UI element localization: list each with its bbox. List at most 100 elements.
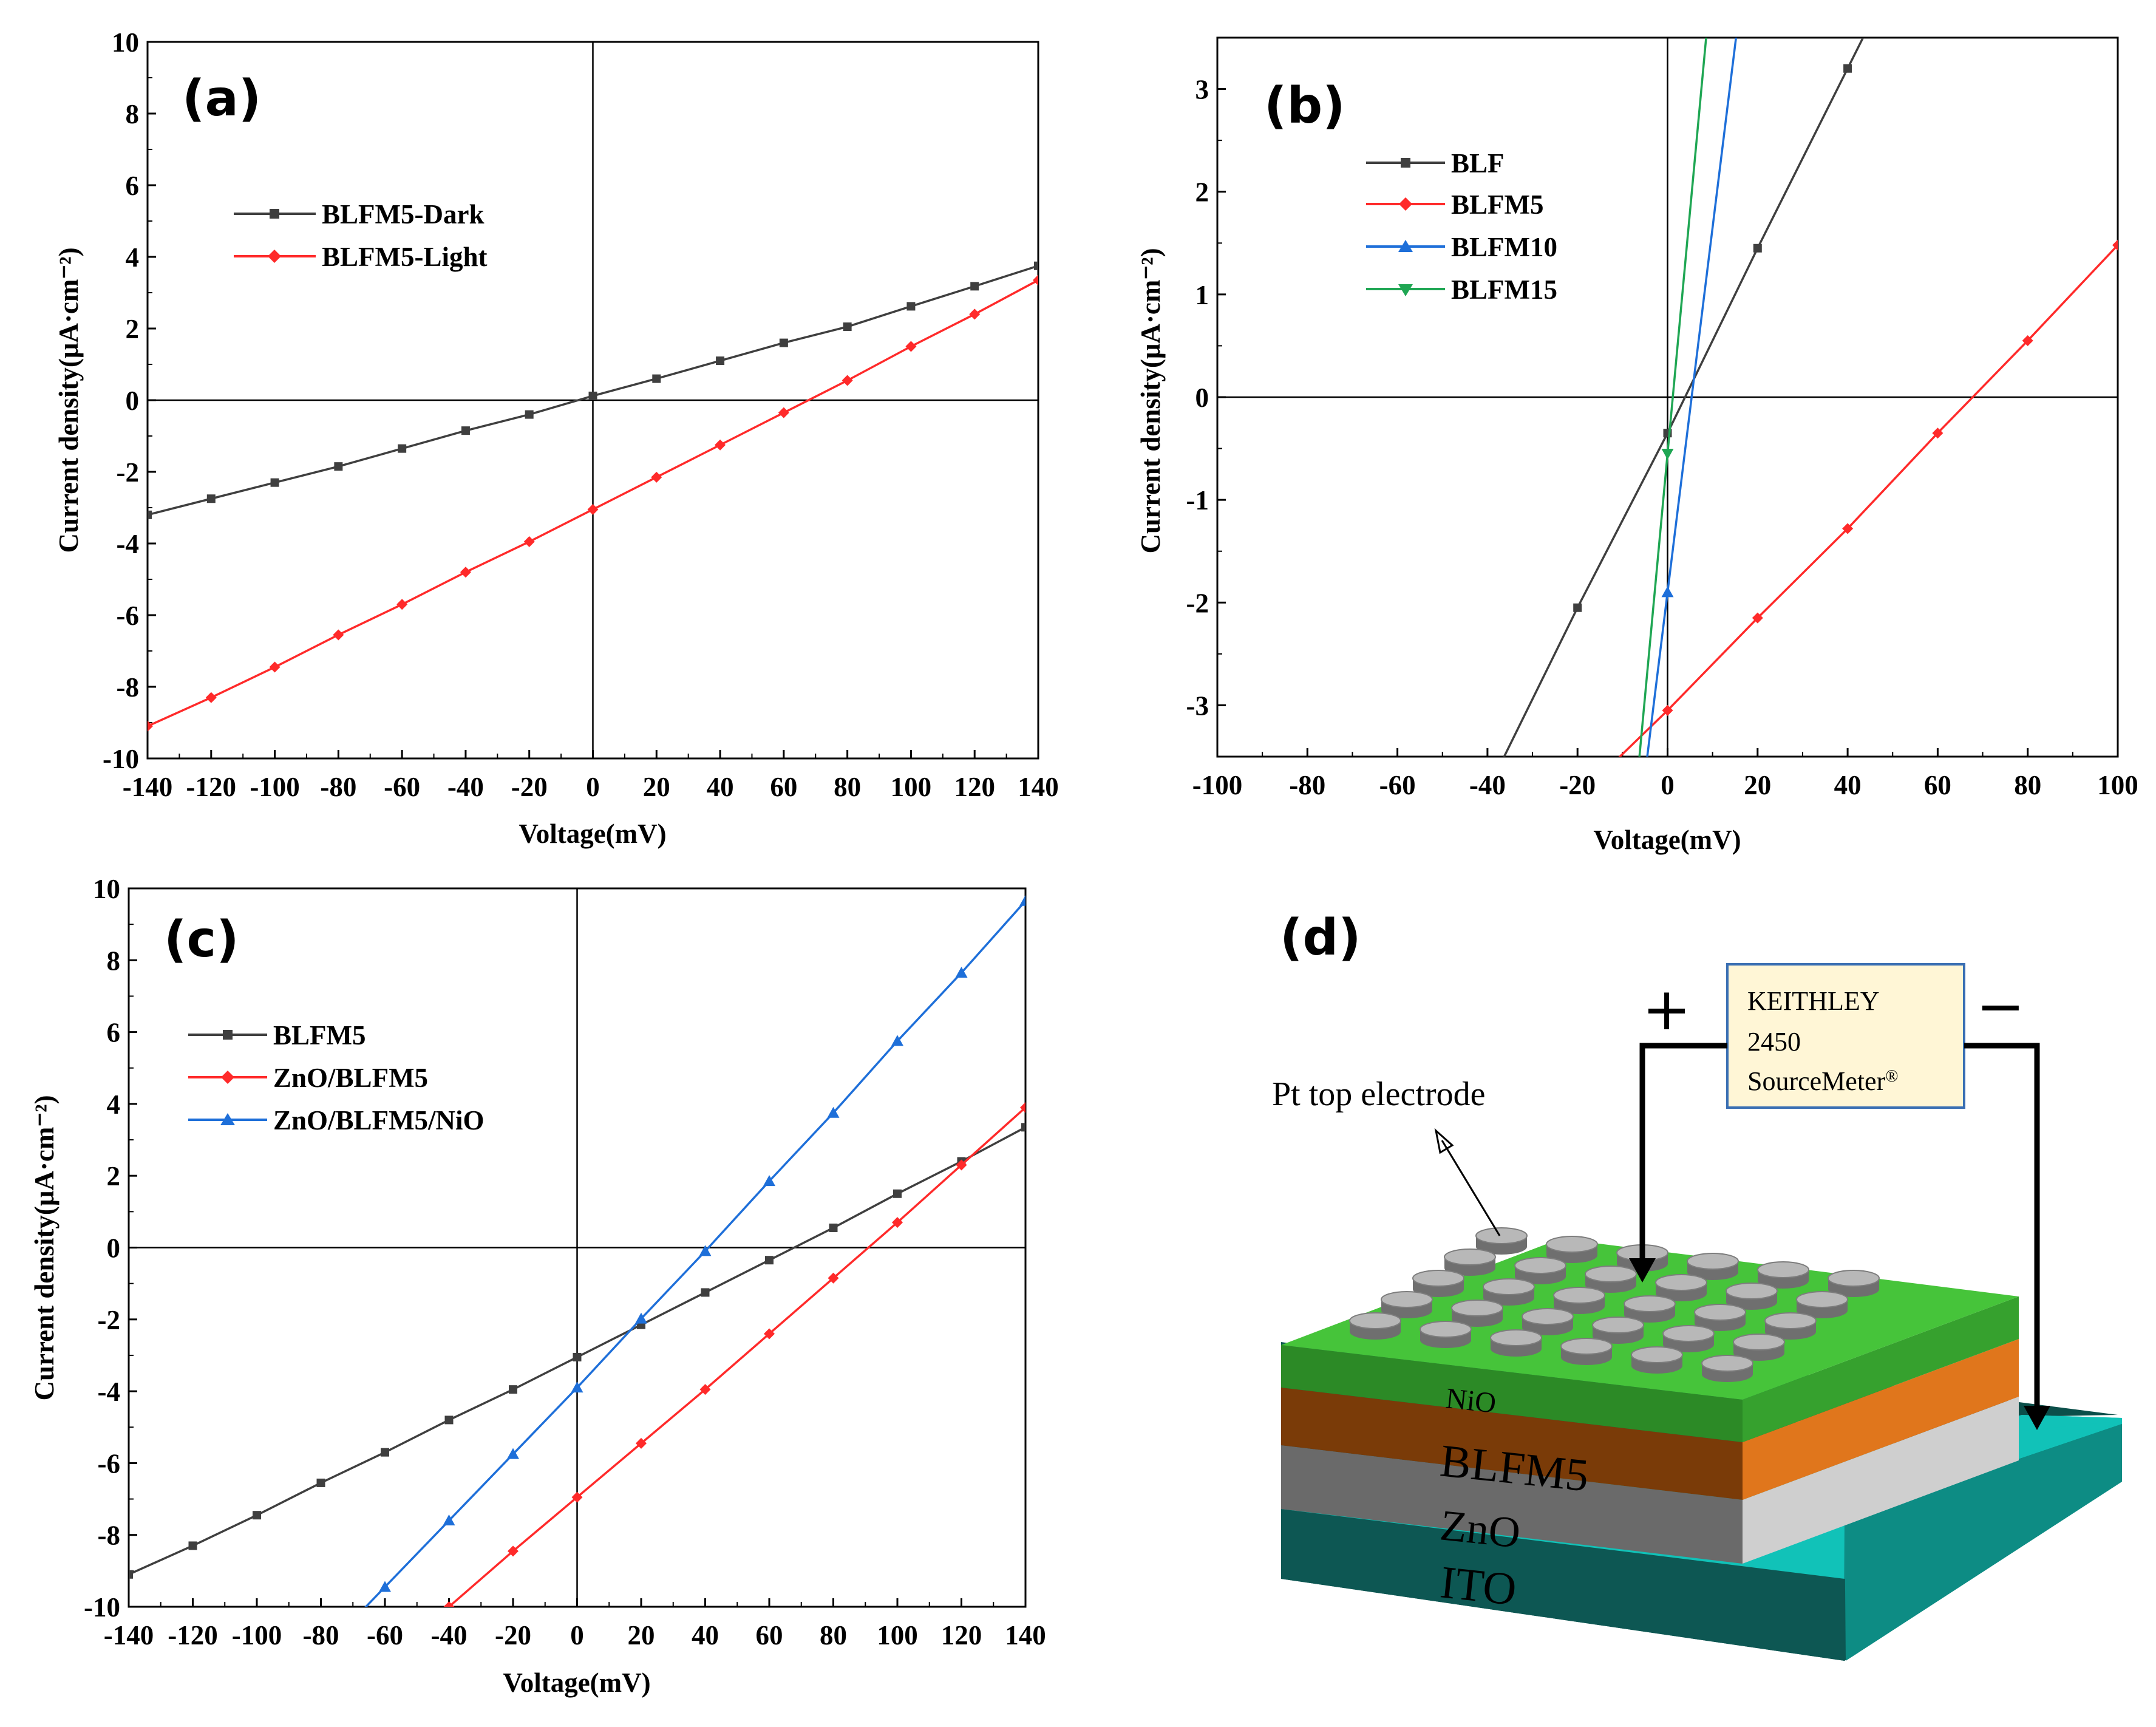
- pt-electrode-disk: [1560, 1338, 1613, 1365]
- y-tick-label: -6: [117, 601, 140, 631]
- legend-label-blf: BLF: [1451, 148, 1505, 179]
- x-tick-label: -40: [1469, 770, 1506, 800]
- legend-marker-blfm5-c: [223, 1030, 233, 1040]
- legend-marker-blfm10: [1398, 240, 1413, 252]
- data-point-blfm5-dark: [148, 510, 152, 519]
- data-point-blfm5: [573, 1352, 582, 1361]
- data-point-zno-blfm5-nio: [571, 1381, 583, 1393]
- panel-c-legend: BLFM5 ZnO/BLFM5 ZnO/BLFM5/NiO: [188, 1020, 485, 1136]
- data-point-zno-blfm5: [443, 1601, 455, 1607]
- data-point-blfm5-dark: [716, 356, 725, 366]
- y-tick-label: -10: [103, 744, 139, 774]
- negative-wire: [1964, 1043, 2040, 1409]
- data-point-blfm5: [1021, 1123, 1025, 1132]
- data-point-blf: [1753, 244, 1762, 253]
- data-point-blfm5: [188, 1541, 197, 1550]
- y-tick-label: 4: [126, 242, 140, 273]
- data-point-blfm5-dark: [843, 322, 852, 332]
- x-tick-label: -100: [232, 1620, 282, 1650]
- pt-electrode-disk: [1546, 1236, 1598, 1263]
- x-tick-label: 0: [570, 1620, 584, 1650]
- pt-electrode-disk: [1796, 1291, 1848, 1318]
- panel-b-label: (b): [1264, 77, 1345, 135]
- pt-electrode-disk: [1828, 1270, 1880, 1297]
- x-tick-label: 40: [1834, 770, 1862, 800]
- series-line-zno-blfm5-nio: [364, 900, 1025, 1607]
- panel-d-label: (d): [1280, 909, 1361, 967]
- x-tick-label: 20: [1744, 770, 1771, 800]
- pt-electrode-disk: [1631, 1346, 1683, 1374]
- y-tick-label: -1: [1186, 485, 1209, 516]
- data-point-blfm5-dark: [1034, 261, 1038, 270]
- data-point-blfm5-light: [396, 599, 408, 610]
- panel-b-series: [1503, 38, 2118, 757]
- legend-marker-zno-blfm5-nio: [220, 1113, 235, 1125]
- x-tick-label: -100: [1192, 770, 1243, 800]
- series-line-blf: [1503, 38, 1865, 757]
- panel-c-y-tick-labels: -10 -8 -6 -4 -2 0 2 4 6 8 10: [84, 874, 120, 1623]
- y-tick-label: -6: [98, 1448, 121, 1479]
- panel-a-series: [148, 261, 1038, 732]
- pt-electrode-disk: [1381, 1291, 1433, 1318]
- panel-b-zero-lines: [1217, 38, 2118, 757]
- pt-electrode-pointer-line: [1441, 1140, 1501, 1236]
- x-tick-label: 20: [643, 772, 670, 802]
- legend-marker-zno-blfm5: [221, 1071, 234, 1084]
- keithley-model-label: 2450: [1747, 1027, 1801, 1057]
- x-tick-label: 100: [2097, 770, 2138, 800]
- data-point-zno-blfm5: [892, 1217, 903, 1228]
- panel-a-zero-lines: [148, 42, 1038, 758]
- panel-b-y-axis-title: Current density(μA·cm⁻²): [1135, 248, 1166, 553]
- layer-label-ito: ITO: [1438, 1556, 1518, 1615]
- pt-electrode-disk: [1514, 1257, 1566, 1284]
- pt-electrode-disk: [1701, 1355, 1753, 1382]
- data-point-blfm5: [1662, 704, 1673, 716]
- data-point-blfm5: [765, 1256, 774, 1265]
- pt-electrode-label: Pt top electrode: [1272, 1075, 1485, 1113]
- x-tick-label: 60: [770, 772, 797, 802]
- blfm5-front-face: [1281, 1388, 1743, 1500]
- data-point-zno-blfm5-nio: [891, 1035, 903, 1046]
- panel-a-label: (a): [182, 70, 261, 128]
- x-tick-label: -60: [1379, 770, 1416, 800]
- x-tick-label: -40: [431, 1620, 468, 1650]
- positive-wire: [1639, 1043, 1727, 1263]
- y-tick-label: 3: [1195, 75, 1209, 105]
- data-point-blfm5: [316, 1478, 325, 1487]
- x-tick-label: 80: [834, 772, 861, 802]
- panel-a-x-axis-title: Voltage(mV): [519, 819, 666, 849]
- data-point-blfm5-light: [778, 407, 789, 418]
- x-tick-label: -140: [123, 772, 173, 802]
- data-point-zno-blfm5-nio: [1019, 894, 1025, 906]
- legend-marker-blfm5: [1399, 197, 1412, 211]
- pt-electrode-disk: [1412, 1270, 1464, 1297]
- y-tick-label: 10: [93, 874, 120, 904]
- data-point-zno-blfm5: [636, 1437, 647, 1449]
- x-tick-label: 80: [820, 1620, 847, 1650]
- pt-electrode-disk: [1349, 1312, 1401, 1340]
- panel-a-x-tick-labels: -140 -120 -100 -80 -60 -40 -20 0 20 40 60 80 100 120 1…: [123, 772, 1059, 802]
- y-tick-label: 8: [126, 99, 140, 129]
- layer-label-zno: ZnO: [1438, 1500, 1523, 1557]
- x-tick-label: -120: [168, 1620, 218, 1650]
- blfm5-right-face: [1743, 1339, 2019, 1500]
- panel-b-x-axis-title: Voltage(mV): [1593, 825, 1741, 855]
- pt-electrode-pointer-head: [1434, 1128, 1454, 1154]
- pt-electrode-disk: [1592, 1317, 1644, 1344]
- data-point-blfm10: [1661, 586, 1674, 598]
- data-point-zno-blfm5: [764, 1328, 775, 1340]
- legend-label-blfm10: BLFM10: [1451, 232, 1557, 262]
- pt-electrode-disk: [1655, 1274, 1707, 1301]
- x-tick-label: 100: [891, 772, 932, 802]
- panel-c-x-tick-labels: -140 -120 -100 -80 -60 -40 -20 0 20 40 60 80 100 120 1…: [104, 1620, 1046, 1650]
- y-tick-label: -8: [117, 672, 140, 703]
- data-point-blfm5: [829, 1223, 838, 1232]
- x-tick-label: -80: [303, 1620, 339, 1650]
- y-tick-label: 2: [126, 314, 140, 344]
- y-tick-label: -3: [1186, 690, 1209, 721]
- legend-label-blfm5-dark: BLFM5-Dark: [322, 199, 484, 230]
- layer-label-nio: NiO: [1444, 1382, 1498, 1419]
- data-point-zno-blfm5: [956, 1159, 967, 1171]
- x-tick-label: 40: [692, 1620, 719, 1650]
- x-tick-label: -120: [186, 772, 237, 802]
